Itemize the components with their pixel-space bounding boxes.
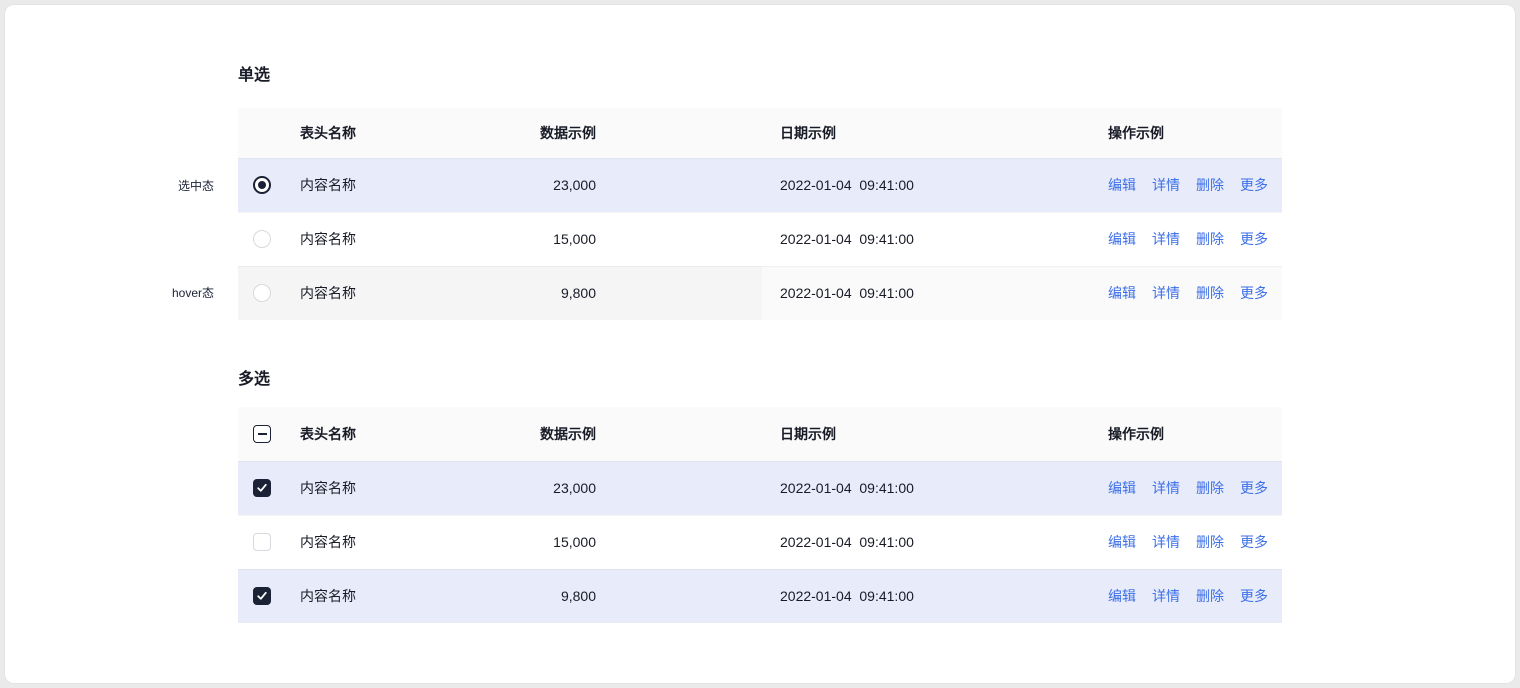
delete-link[interactable]: 删除 <box>1196 534 1224 550</box>
annotation-hover-state: hover态 <box>171 286 214 300</box>
cell-actions: 编辑 详情 删除 更多 <box>946 586 1282 606</box>
cell-actions: 编辑 详情 删除 更多 <box>946 175 1282 195</box>
check-icon <box>257 591 267 600</box>
radio-button-unchecked-icon[interactable] <box>253 284 271 302</box>
detail-link[interactable]: 详情 <box>1152 480 1180 496</box>
cell-date: 2022-01-04 09:41:00 <box>780 480 914 496</box>
cell-actions: 编辑 详情 删除 更多 <box>946 283 1282 303</box>
more-link[interactable]: 更多 <box>1240 480 1268 496</box>
more-link[interactable]: 更多 <box>1240 231 1268 247</box>
cell-actions: 编辑 详情 删除 更多 <box>946 478 1282 498</box>
column-header-name: 表头名称 <box>300 125 356 141</box>
annotation-selected-state: 选中态 <box>177 179 214 193</box>
check-icon <box>257 483 267 492</box>
edit-link[interactable]: 编辑 <box>1108 588 1136 604</box>
checkbox-checked-icon[interactable] <box>253 479 271 497</box>
column-header-date: 日期示例 <box>780 426 836 442</box>
table-row-checked[interactable]: 内容名称 23,000 2022-01-04 09:41:00 编辑 详情 删除… <box>238 461 1282 515</box>
delete-link[interactable]: 删除 <box>1196 177 1224 193</box>
minus-icon <box>257 433 267 435</box>
cell-name: 内容名称 <box>300 534 356 550</box>
edit-link[interactable]: 编辑 <box>1108 534 1136 550</box>
detail-link[interactable]: 详情 <box>1152 285 1180 301</box>
cell-date: 2022-01-04 09:41:00 <box>780 534 914 550</box>
cell-name: 内容名称 <box>300 231 356 247</box>
more-link[interactable]: 更多 <box>1240 534 1268 550</box>
cell-date: 2022-01-04 09:41:00 <box>780 588 914 604</box>
cell-name: 内容名称 <box>300 588 356 604</box>
select-cell <box>238 176 286 194</box>
radio-button-checked-icon[interactable] <box>253 176 271 194</box>
table-header-row: 表头名称 数据示例 日期示例 操作示例 <box>238 108 1282 158</box>
delete-link[interactable]: 删除 <box>1196 231 1224 247</box>
more-link[interactable]: 更多 <box>1240 177 1268 193</box>
checkbox-indeterminate-icon[interactable] <box>253 425 271 443</box>
radio-button-unchecked-icon[interactable] <box>253 230 271 248</box>
cell-value: 9,800 <box>560 285 596 301</box>
column-header-actions-label: 操作示例 <box>1108 125 1164 141</box>
table-row-checked[interactable]: 内容名称 9,800 2022-01-04 09:41:00 编辑 详情 删除 … <box>238 569 1282 623</box>
column-header-date: 日期示例 <box>780 125 836 141</box>
checkbox-checked-icon[interactable] <box>253 587 271 605</box>
more-link[interactable]: 更多 <box>1240 588 1268 604</box>
cell-name: 内容名称 <box>300 480 356 496</box>
cell-date: 2022-01-04 09:41:00 <box>780 177 914 193</box>
select-cell <box>238 533 286 551</box>
column-header-actions: 操作示例 <box>946 123 1282 143</box>
checkbox-unchecked-icon[interactable] <box>253 533 271 551</box>
cell-actions: 编辑 详情 删除 更多 <box>946 229 1282 249</box>
section-title-multi-select: 多选 <box>238 371 271 388</box>
detail-link[interactable]: 详情 <box>1152 177 1180 193</box>
delete-link[interactable]: 删除 <box>1196 588 1224 604</box>
column-header-name: 表头名称 <box>300 426 356 442</box>
multi-select-table: 表头名称 数据示例 日期示例 操作示例 内容名称 23,000 2022-01-… <box>238 407 1282 623</box>
detail-link[interactable]: 详情 <box>1152 588 1180 604</box>
cell-date: 2022-01-04 09:41:00 <box>780 231 914 247</box>
delete-link[interactable]: 删除 <box>1196 480 1224 496</box>
cell-value: 23,000 <box>553 480 596 496</box>
cell-name: 内容名称 <box>300 177 356 193</box>
table-row-selected[interactable]: 内容名称 23,000 2022-01-04 09:41:00 编辑 详情 删除… <box>238 158 1282 212</box>
section-title-single-select: 单选 <box>238 67 271 84</box>
single-select-table: 表头名称 数据示例 日期示例 操作示例 内容名称 23,000 2022-01-… <box>238 108 1282 320</box>
edit-link[interactable]: 编辑 <box>1108 480 1136 496</box>
select-cell <box>238 230 286 248</box>
column-header-actions: 操作示例 <box>946 424 1282 444</box>
select-cell <box>238 284 286 302</box>
more-link[interactable]: 更多 <box>1240 285 1268 301</box>
cell-actions: 编辑 详情 删除 更多 <box>946 532 1282 552</box>
select-cell <box>238 479 286 497</box>
cell-name: 内容名称 <box>300 285 356 301</box>
delete-link[interactable]: 删除 <box>1196 285 1224 301</box>
table-row[interactable]: 内容名称 15,000 2022-01-04 09:41:00 编辑 详情 删除… <box>238 212 1282 266</box>
column-header-data: 数据示例 <box>540 125 596 141</box>
table-row-hover[interactable]: 内容名称 9,800 2022-01-04 09:41:00 编辑 详情 删除 … <box>238 266 1282 320</box>
edit-link[interactable]: 编辑 <box>1108 231 1136 247</box>
edit-link[interactable]: 编辑 <box>1108 177 1136 193</box>
column-header-data: 数据示例 <box>540 426 596 442</box>
cell-date: 2022-01-04 09:41:00 <box>780 285 914 301</box>
cell-value: 23,000 <box>553 177 596 193</box>
detail-link[interactable]: 详情 <box>1152 534 1180 550</box>
cell-value: 15,000 <box>553 231 596 247</box>
select-cell <box>238 587 286 605</box>
header-select-cell <box>238 425 286 443</box>
cell-value: 9,800 <box>560 588 596 604</box>
edit-link[interactable]: 编辑 <box>1108 285 1136 301</box>
table-header-row: 表头名称 数据示例 日期示例 操作示例 <box>238 407 1282 461</box>
table-row[interactable]: 内容名称 15,000 2022-01-04 09:41:00 编辑 详情 删除… <box>238 515 1282 569</box>
detail-link[interactable]: 详情 <box>1152 231 1180 247</box>
cell-value: 15,000 <box>553 534 596 550</box>
column-header-actions-label: 操作示例 <box>1108 426 1164 442</box>
